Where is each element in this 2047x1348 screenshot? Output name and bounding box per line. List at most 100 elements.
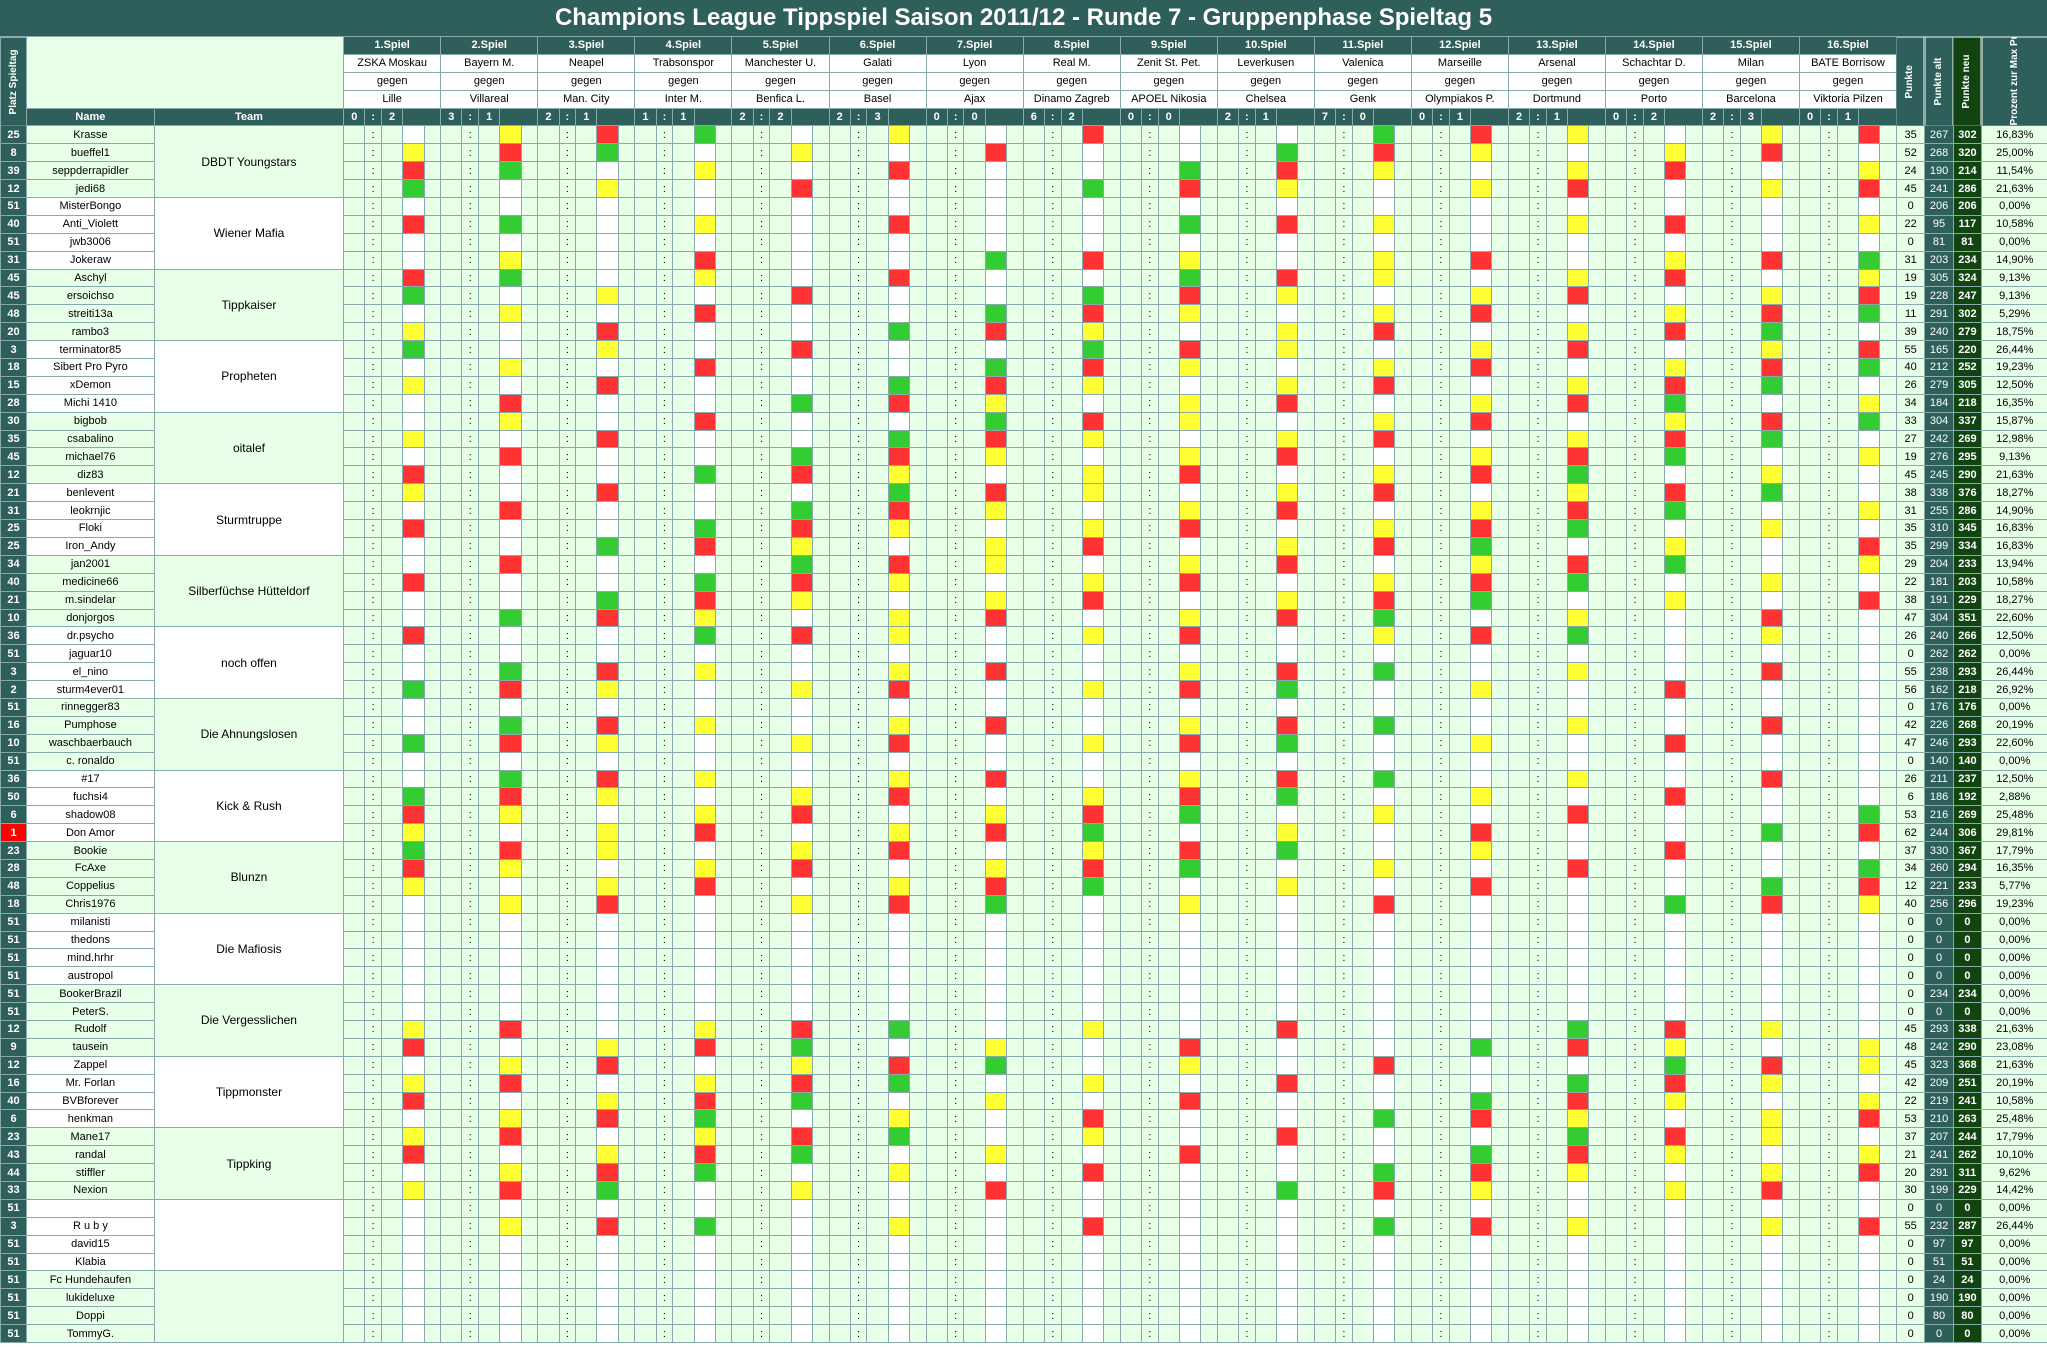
tip-cell xyxy=(1701,125,1725,145)
tip-cell: : xyxy=(1141,483,1159,503)
tip-cell xyxy=(1313,1037,1337,1057)
tip-cell xyxy=(1103,483,1121,503)
tip-cell xyxy=(925,304,948,324)
tip-cell xyxy=(1739,930,1763,950)
tip-cell: : xyxy=(461,214,480,234)
tip-cell xyxy=(1470,393,1493,413)
tip-cell: : xyxy=(1432,125,1450,145)
rank-cell: 51 xyxy=(0,644,28,664)
tip-cell xyxy=(1297,805,1315,825)
tip-cell xyxy=(828,608,851,628)
tip-cell xyxy=(1119,680,1143,699)
tip-cell: : xyxy=(558,644,577,664)
tip-cell xyxy=(693,143,716,163)
tip-cell xyxy=(1119,984,1143,1004)
tip-cell xyxy=(984,411,1008,431)
tip-cell xyxy=(1081,143,1105,163)
tip-cell xyxy=(769,483,792,503)
tip-cell: : xyxy=(558,536,577,556)
tip-cell xyxy=(380,501,404,521)
tip-cell xyxy=(1410,322,1434,342)
tip-cell xyxy=(1157,465,1180,485)
tip-cell: : xyxy=(1432,483,1450,503)
tip-cell xyxy=(1394,465,1412,485)
tip-cell xyxy=(575,286,598,306)
tip-cell xyxy=(575,858,598,878)
tip-cell: : xyxy=(1820,1002,1838,1021)
tip-cell xyxy=(693,787,716,807)
tip-cell: : xyxy=(1043,340,1062,360)
tip-cell: : xyxy=(1529,197,1547,216)
tip-cell xyxy=(1798,626,1822,646)
player-name: jedi68 xyxy=(26,179,155,199)
tip-cell xyxy=(617,876,636,896)
tip-cell xyxy=(769,179,792,199)
tip-cell: : xyxy=(946,375,965,395)
tip-cell xyxy=(478,286,501,306)
tip-cell xyxy=(478,501,501,521)
player-name: leokrnjic xyxy=(26,501,155,521)
tip-cell xyxy=(1685,536,1703,556)
tip-cell: : xyxy=(1432,751,1450,771)
tip-cell xyxy=(1254,465,1277,485)
tip-cell xyxy=(402,1019,425,1039)
tip-cell xyxy=(520,232,539,252)
tip-cell xyxy=(1060,268,1083,288)
tip-cell xyxy=(1275,483,1299,503)
tip-cell xyxy=(1545,644,1569,664)
tip-cell xyxy=(1216,232,1240,252)
tip-cell xyxy=(811,1073,830,1093)
tip-cell xyxy=(790,697,813,717)
tip-cell xyxy=(769,161,792,181)
tip-cell xyxy=(596,912,619,932)
tip-cell xyxy=(672,1073,695,1093)
tip-cell xyxy=(828,1073,851,1093)
tip-cell xyxy=(1567,268,1590,288)
tip-cell xyxy=(1545,769,1569,789)
tip-cell: : xyxy=(1238,662,1256,682)
tip-cell xyxy=(1394,375,1412,395)
tip-cell xyxy=(1103,197,1121,216)
tip-cell xyxy=(1103,930,1121,950)
tip-cell xyxy=(887,286,910,306)
tip-cell: : xyxy=(1723,966,1741,986)
tip-cell xyxy=(440,948,463,968)
tip-cell xyxy=(1761,501,1784,521)
tip-cell xyxy=(423,286,442,306)
tip-cell xyxy=(1313,304,1337,324)
tip-cell xyxy=(1491,644,1509,664)
tip-cell: : xyxy=(849,608,868,628)
tip-cell xyxy=(1588,751,1606,771)
tip-cell: : xyxy=(1335,751,1353,771)
tip-cell xyxy=(596,662,619,682)
points-new-cell: 237 xyxy=(1952,769,1983,789)
tip-cell xyxy=(1567,805,1590,825)
points-new-cell: 296 xyxy=(1952,894,1983,914)
tip-cell xyxy=(440,930,463,950)
table-row: 16 Pumphose::::::::::::::::42 226 268 20,19% xyxy=(0,715,2047,735)
tip-cell xyxy=(1470,1019,1493,1039)
tip-cell: : xyxy=(1043,197,1062,216)
tip-cell xyxy=(790,1109,813,1129)
tip-cell xyxy=(1022,805,1045,825)
tip-cell xyxy=(1507,876,1531,896)
tip-cell xyxy=(1858,1002,1881,1021)
tip-cell xyxy=(908,930,927,950)
tip-cell xyxy=(478,519,501,538)
tip-cell xyxy=(731,393,754,413)
tip-cell xyxy=(1567,304,1590,324)
tip-cell xyxy=(440,232,463,252)
tip-cell xyxy=(693,358,716,377)
points-new-cell: 345 xyxy=(1952,519,1983,538)
tip-cell xyxy=(1782,876,1800,896)
tip-cell xyxy=(1372,1037,1396,1057)
tip-cell: : xyxy=(849,662,868,682)
rank-cell: 51 xyxy=(0,751,28,771)
tip-cell xyxy=(1200,841,1218,860)
tip-cell: : xyxy=(1141,662,1159,682)
tip-cell xyxy=(1200,823,1218,843)
tip-cell xyxy=(1798,680,1822,699)
points-new-cell: 269 xyxy=(1952,429,1983,449)
tip-cell: : xyxy=(1626,429,1644,449)
tip-cell xyxy=(1782,769,1800,789)
